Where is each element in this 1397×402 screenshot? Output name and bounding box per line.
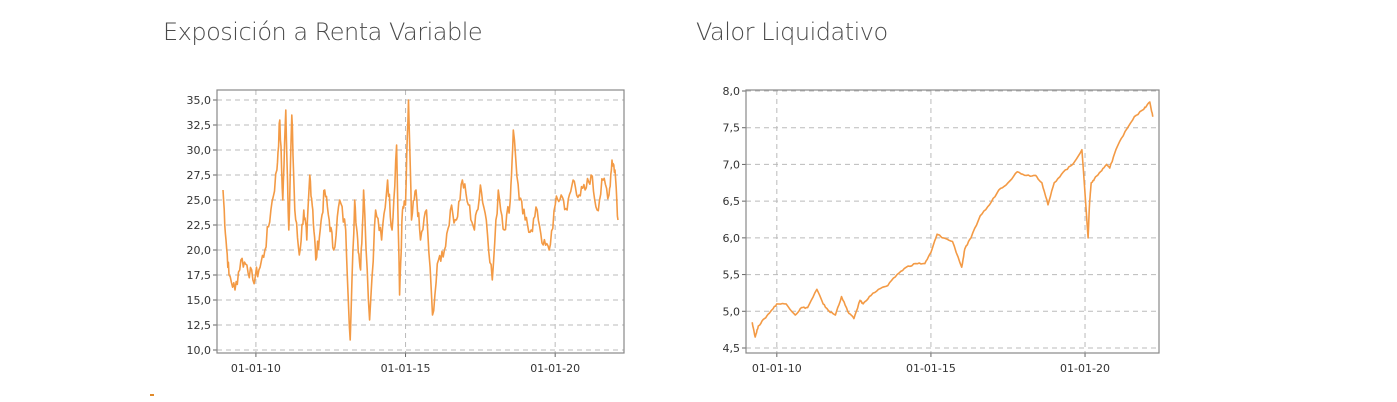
nav-y-tick-label: 7,0 bbox=[723, 158, 741, 171]
nav-plot-frame bbox=[745, 89, 1160, 354]
decorative-mark bbox=[150, 394, 154, 396]
nav-y-tick-label: 4,5 bbox=[723, 342, 741, 355]
nav-x-tick-label: 01-01-20 bbox=[1060, 362, 1110, 375]
nav-y-tick-label: 5,5 bbox=[723, 269, 741, 282]
exposure-y-tick-label: 32,5 bbox=[187, 119, 212, 132]
equity-exposure-title: Exposición a Renta Variable bbox=[163, 18, 483, 46]
nav-y-tick-label: 7,5 bbox=[723, 122, 741, 135]
exposure-y-tick-label: 10,0 bbox=[187, 344, 212, 357]
nav-chart: 4,5 5,0 5,5 6,0 6,5 7,0 7,5 8,0 01-01-10 01-01-15… bbox=[723, 85, 1160, 375]
exposure-y-tick-label: 12,5 bbox=[187, 319, 212, 332]
nav-y-tick-label: 6,0 bbox=[723, 232, 741, 245]
nav-title: Valor Liquidativo bbox=[696, 18, 888, 46]
exposure-y-tick-label: 20,0 bbox=[187, 244, 212, 257]
exposure-y-tick-label: 17,5 bbox=[187, 269, 212, 282]
exposure-y-tick-label: 15,0 bbox=[187, 294, 212, 307]
exposure-series-line bbox=[222, 99, 619, 341]
exposure-y-tick-label: 22,5 bbox=[187, 219, 212, 232]
exposure-y-tick-label: 30,0 bbox=[187, 144, 212, 157]
nav-x-tick-label: 01-01-10 bbox=[752, 362, 802, 375]
nav-series-line bbox=[751, 101, 1154, 338]
exposure-x-tick-label: 01-01-10 bbox=[231, 362, 281, 375]
nav-x-tick-label: 01-01-15 bbox=[906, 362, 956, 375]
exposure-plot-frame bbox=[216, 89, 625, 354]
exposure-y-tick-label: 35,0 bbox=[187, 94, 212, 107]
nav-y-tick-label: 6,5 bbox=[723, 195, 741, 208]
exposure-y-tick-label: 25,0 bbox=[187, 194, 212, 207]
exposure-x-tick-label: 01-01-20 bbox=[530, 362, 580, 375]
nav-y-tick-label: 8,0 bbox=[723, 85, 741, 98]
nav-y-tick-label: 5,0 bbox=[723, 305, 741, 318]
exposure-chart: 10,0 12,5 15,0 17,5 20,0 22,5 25,0 27,5 30,0 32,5… bbox=[187, 89, 625, 375]
exposure-x-tick-label: 01-01-15 bbox=[381, 362, 431, 375]
exposure-y-tick-label: 27,5 bbox=[187, 169, 212, 182]
